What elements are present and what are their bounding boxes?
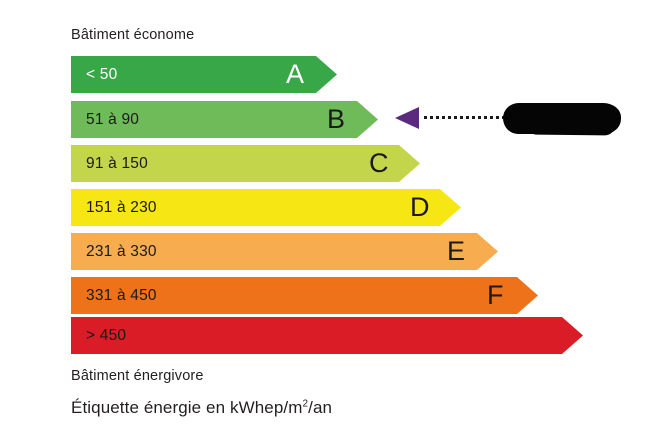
bar-range-label: 231 à 330	[86, 242, 157, 260]
unit-caption-suffix: /an	[308, 398, 333, 417]
unit-caption-exponent: 2	[302, 398, 309, 410]
energy-bar-b: 51 à 90 B	[71, 101, 378, 138]
unit-caption: Étiquette énergie en kWhep/m2/an	[71, 398, 332, 418]
energy-bar-a: < 50 A	[71, 56, 337, 93]
bar-arrow-shape	[71, 189, 461, 226]
bar-class-letter: A	[286, 58, 305, 89]
bar-arrow-shape	[71, 277, 538, 314]
bar-arrow-shape	[71, 317, 583, 354]
energy-bar-c: 91 à 150 C	[71, 145, 420, 182]
bar-arrow-shape	[71, 56, 337, 93]
energy-bar-f: 331 à 450 F	[71, 277, 538, 314]
bar-class-letter: C	[369, 147, 389, 178]
bar-range-label: 51 à 90	[86, 110, 140, 128]
bar-class-letter: F	[487, 279, 504, 310]
bar-range-label: < 50	[86, 65, 118, 83]
bar-arrow-shape	[71, 233, 498, 270]
bar-class-letter: B	[327, 103, 346, 134]
energy-bar-d: 151 à 230 D	[71, 189, 461, 226]
energy-bar-g: > 450	[71, 317, 583, 354]
energy-bar-e: 231 à 330 E	[71, 233, 498, 270]
bar-range-label: 91 à 150	[86, 154, 148, 172]
bar-arrow-shape	[71, 145, 420, 182]
unit-caption-prefix: Étiquette énergie en kWhep/m	[71, 398, 303, 417]
bar-range-label: 151 à 230	[86, 198, 157, 216]
bottom-caption: Bâtiment énergivore	[71, 368, 204, 384]
bar-class-letter: D	[410, 191, 430, 222]
bar-range-label: 331 à 450	[86, 286, 157, 304]
bar-class-letter: E	[447, 235, 466, 266]
bar-range-label: > 450	[86, 326, 127, 344]
top-caption: Bâtiment économe	[71, 27, 195, 43]
bar-arrow-shape	[71, 101, 378, 138]
